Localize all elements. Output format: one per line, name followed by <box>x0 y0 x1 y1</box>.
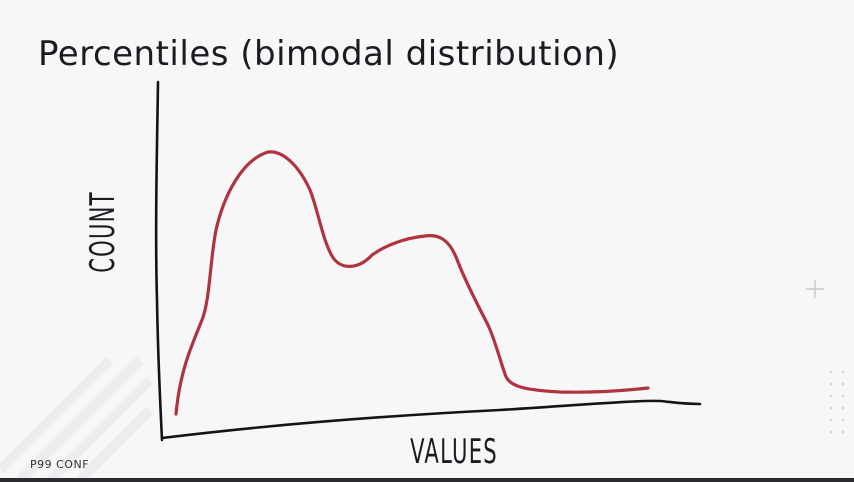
decorative-stripes <box>0 356 154 482</box>
plus-icon <box>806 280 824 298</box>
bimodal-curve <box>174 150 650 416</box>
dot-grid-icon <box>829 370 845 434</box>
x-axis-line <box>160 399 702 440</box>
footer-brand: P99 CONF <box>30 458 90 471</box>
page-title: Percentiles (bimodal distribution) <box>38 34 620 74</box>
bottom-bar <box>0 478 854 482</box>
y-axis-label: COUNT <box>83 191 123 273</box>
x-axis-label: VALUES <box>410 432 498 472</box>
y-axis-line <box>154 80 164 442</box>
